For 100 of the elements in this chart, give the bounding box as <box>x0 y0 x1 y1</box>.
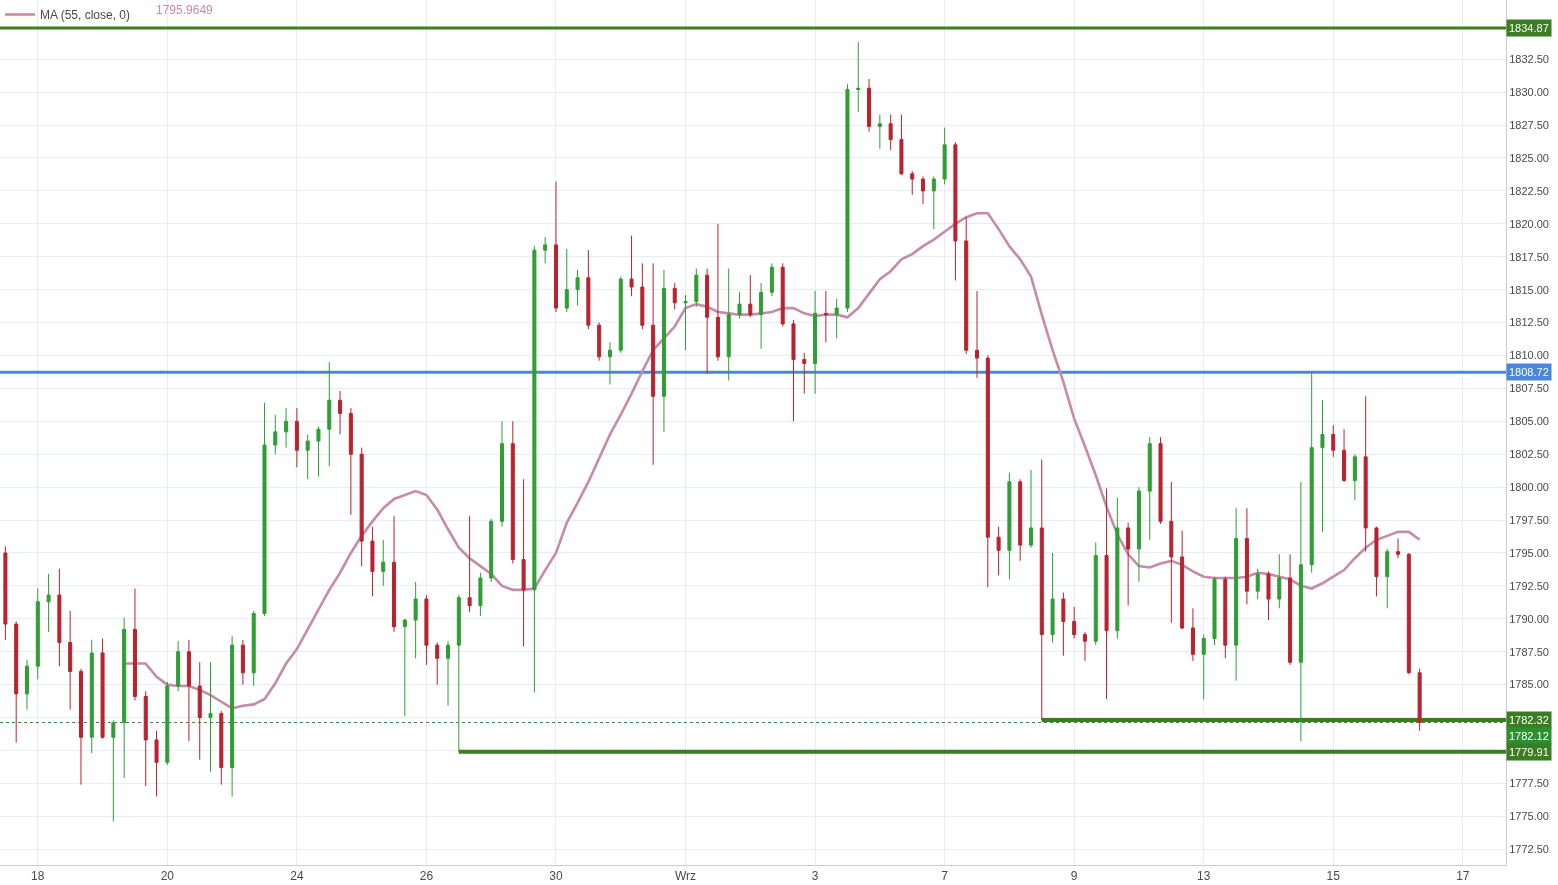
candlestick <box>553 181 558 313</box>
candlestick <box>1050 552 1055 643</box>
candlestick <box>726 268 731 381</box>
candlestick <box>888 114 893 151</box>
y-tick-label: 1802.50 <box>1509 448 1549 461</box>
candlestick <box>1266 570 1271 621</box>
candlestick <box>694 268 699 308</box>
x-tick-label: 24 <box>290 869 304 884</box>
candlestick <box>499 420 505 528</box>
candlestick <box>1309 372 1314 574</box>
x-tick-label: 15 <box>1326 869 1341 884</box>
candlestick <box>1093 541 1098 646</box>
candlestick <box>1072 606 1077 640</box>
candlestick <box>737 291 742 320</box>
candlestick <box>975 290 980 379</box>
y-tick-label: 1830.00 <box>1509 86 1549 99</box>
y-tick-label: 1790.00 <box>1509 612 1549 625</box>
x-tick-label: 26 <box>419 869 434 884</box>
candlestick <box>1342 428 1347 483</box>
candlestick <box>510 420 515 564</box>
candlestick <box>208 661 213 773</box>
candlestick <box>942 127 947 185</box>
candlestick <box>1180 530 1185 630</box>
y-tick-label: 1797.50 <box>1509 513 1549 526</box>
y-tick-label: 1827.50 <box>1509 118 1549 131</box>
candlestick <box>143 690 148 787</box>
candlestick <box>1212 576 1217 646</box>
y-tick-label: 1812.50 <box>1509 316 1549 329</box>
y-tick-label: 1825.00 <box>1509 151 1549 164</box>
legend-label: MA (55, close, 0) <box>40 8 131 23</box>
candlestick <box>607 341 612 385</box>
candlestick <box>1374 526 1379 597</box>
data-label: 1779.91 <box>1509 746 1549 758</box>
candlestick <box>316 426 321 478</box>
candlestick <box>46 573 51 633</box>
candlestick <box>899 114 904 176</box>
candlestick <box>122 616 127 779</box>
candlestick <box>1039 458 1044 721</box>
y-tick-label: 1820.00 <box>1509 217 1549 230</box>
candlestick <box>1082 631 1087 662</box>
y-tick-label: 1785.00 <box>1509 678 1549 691</box>
candlestick <box>1169 481 1174 624</box>
candlestick <box>575 269 580 306</box>
candlestick <box>1018 478 1023 562</box>
candlestick <box>338 390 343 435</box>
candlestick <box>424 594 429 666</box>
candlestick <box>100 638 105 740</box>
candlestick <box>240 639 245 686</box>
candlestick <box>14 620 19 744</box>
x-tick-label: 20 <box>160 869 175 884</box>
candlestick <box>370 526 375 597</box>
x-tick-label: Wrz <box>674 869 697 884</box>
candlestick <box>284 407 289 449</box>
candlestick <box>1277 553 1282 609</box>
candlestick <box>1406 552 1411 675</box>
candlestick <box>856 41 861 113</box>
y-tick-label: 1792.50 <box>1509 579 1549 592</box>
candlestick <box>597 322 602 362</box>
y-tick-label: 1787.50 <box>1509 645 1549 658</box>
candlestick <box>661 269 666 433</box>
candlestick <box>1061 591 1066 657</box>
candlestick <box>769 262 774 297</box>
candlestick <box>748 274 753 318</box>
candlestick <box>1244 507 1249 605</box>
x-tick-label: 17 <box>1456 869 1470 884</box>
candlestick <box>456 594 461 753</box>
candlestick <box>672 282 677 310</box>
candlestick <box>111 719 116 823</box>
candlestick <box>348 407 353 516</box>
candlestick <box>305 433 310 480</box>
candlestick <box>651 262 656 466</box>
candlestick <box>1320 399 1325 533</box>
candlestick <box>845 83 850 313</box>
candlestick <box>521 478 526 647</box>
candlestick <box>230 635 235 798</box>
candlestick <box>1223 576 1228 659</box>
candlestick <box>35 588 40 680</box>
candlestick <box>176 640 181 692</box>
x-tick-label: 13 <box>1197 869 1211 884</box>
candlestick <box>1331 424 1336 458</box>
y-tick-label: 1817.50 <box>1509 250 1549 263</box>
y-tick-label: 1795.00 <box>1509 546 1549 559</box>
candlestick <box>219 710 224 786</box>
candlestick <box>381 539 386 587</box>
y-tick-label: 1775.00 <box>1509 810 1549 823</box>
candlestick <box>1190 607 1195 662</box>
candlestick <box>413 581 418 659</box>
candlestick <box>1201 634 1206 700</box>
candlestick <box>392 515 397 633</box>
candlestick <box>186 639 191 742</box>
y-tick-label: 1810.00 <box>1509 349 1549 362</box>
candlestick <box>780 262 785 328</box>
candlestick <box>1136 486 1141 583</box>
candlestick <box>262 402 267 617</box>
x-tick-label: 9 <box>1070 869 1078 884</box>
candlestick <box>132 588 137 701</box>
candlestick <box>867 78 872 133</box>
candlestick <box>1126 522 1131 607</box>
y-tick-label: 1800.00 <box>1509 480 1549 493</box>
candlestick <box>640 262 645 330</box>
